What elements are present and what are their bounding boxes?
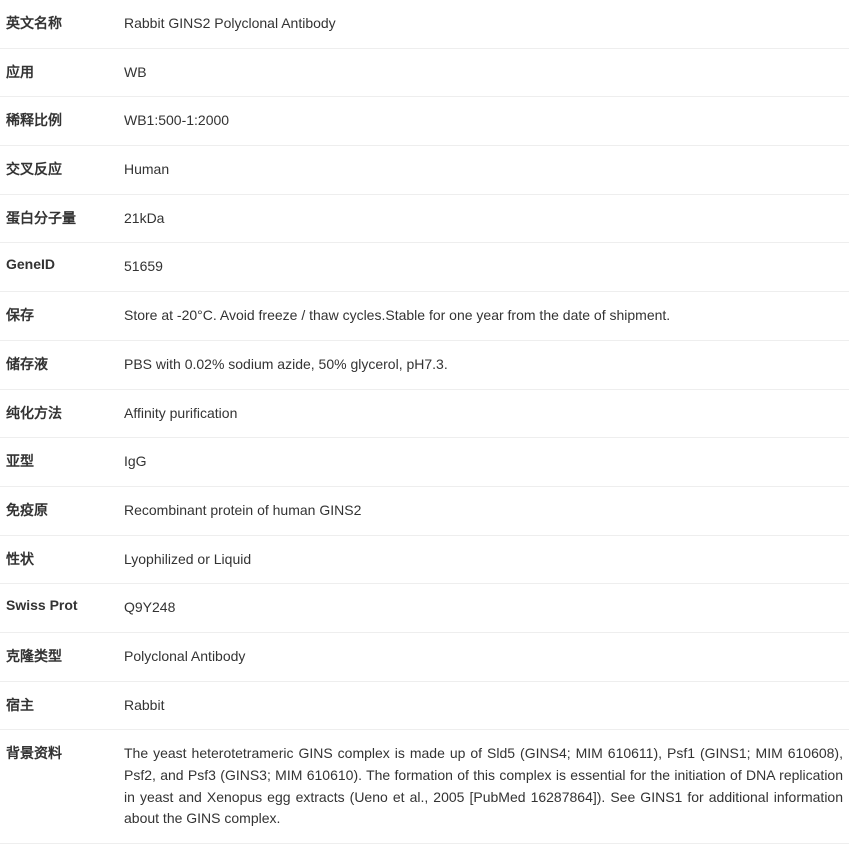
row-label: 免疫原 (6, 500, 124, 520)
row-label: 稀释比例 (6, 110, 124, 130)
table-row: 英文名称Rabbit GINS2 Polyclonal Antibody (0, 0, 849, 49)
row-value: PBS with 0.02% sodium azide, 50% glycero… (124, 354, 843, 376)
row-value: IgG (124, 451, 843, 473)
table-row: 宿主Rabbit (0, 682, 849, 731)
row-value: 51659 (124, 256, 843, 278)
row-label: 应用 (6, 62, 124, 82)
row-label: 克隆类型 (6, 646, 124, 666)
row-value: Recombinant protein of human GINS2 (124, 500, 843, 522)
table-row: 背景资料The yeast heterotetrameric GINS comp… (0, 730, 849, 844)
table-row: 纯化方法Affinity purification (0, 390, 849, 439)
table-row: 保存Store at -20°C. Avoid freeze / thaw cy… (0, 292, 849, 341)
table-row: 克隆类型Polyclonal Antibody (0, 633, 849, 682)
row-value: WB (124, 62, 843, 84)
row-label: 英文名称 (6, 13, 124, 33)
table-row: 储存液PBS with 0.02% sodium azide, 50% glyc… (0, 341, 849, 390)
row-value: Q9Y248 (124, 597, 843, 619)
row-value: Lyophilized or Liquid (124, 549, 843, 571)
row-label: 背景资料 (6, 743, 124, 763)
row-value: WB1:500-1:2000 (124, 110, 843, 132)
row-label: 储存液 (6, 354, 124, 374)
row-label: Swiss Prot (6, 597, 124, 613)
table-row: 蛋白分子量21kDa (0, 195, 849, 244)
table-row: 性状Lyophilized or Liquid (0, 536, 849, 585)
table-row: 稀释比例WB1:500-1:2000 (0, 97, 849, 146)
row-label: 纯化方法 (6, 403, 124, 423)
row-label: 交叉反应 (6, 159, 124, 179)
row-label: 宿主 (6, 695, 124, 715)
table-row: 亚型IgG (0, 438, 849, 487)
row-label: 蛋白分子量 (6, 208, 124, 228)
row-value: Human (124, 159, 843, 181)
row-value: Rabbit GINS2 Polyclonal Antibody (124, 13, 843, 35)
row-label: GeneID (6, 256, 124, 272)
row-value: Affinity purification (124, 403, 843, 425)
row-value: Polyclonal Antibody (124, 646, 843, 668)
row-label: 性状 (6, 549, 124, 569)
table-row: Swiss ProtQ9Y248 (0, 584, 849, 633)
table-row: 交叉反应Human (0, 146, 849, 195)
table-row: 免疫原Recombinant protein of human GINS2 (0, 487, 849, 536)
table-row: GeneID51659 (0, 243, 849, 292)
spec-table: 英文名称Rabbit GINS2 Polyclonal Antibody应用WB… (0, 0, 849, 844)
row-value: 21kDa (124, 208, 843, 230)
row-value: Rabbit (124, 695, 843, 717)
table-row: 应用WB (0, 49, 849, 98)
row-label: 亚型 (6, 451, 124, 471)
row-value: Store at -20°C. Avoid freeze / thaw cycl… (124, 305, 843, 327)
row-label: 保存 (6, 305, 124, 325)
row-value: The yeast heterotetrameric GINS complex … (124, 743, 843, 830)
